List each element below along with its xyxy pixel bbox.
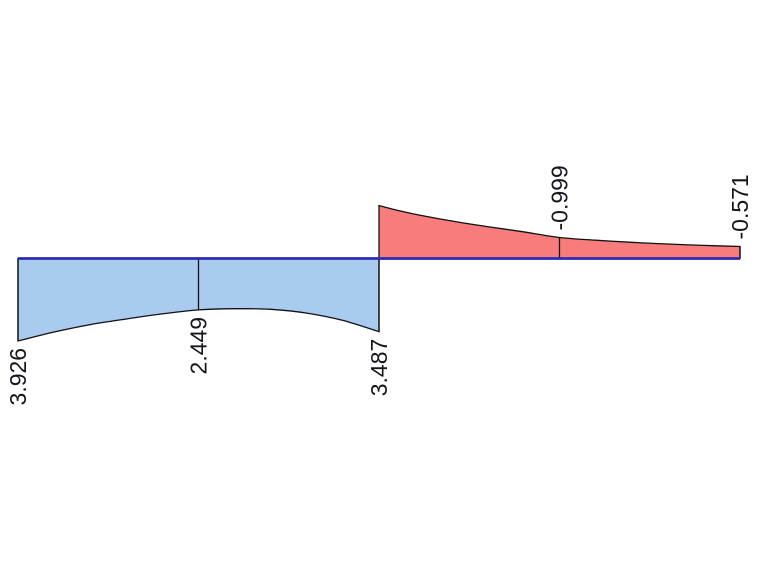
negative-area-region: [378, 204, 741, 260]
value-label: -0.571: [727, 174, 753, 239]
value-label: 2.449: [186, 317, 212, 375]
station-tick-group: [17, 237, 741, 341]
value-label-group: 3.926 2.449 3.487 -0.999 -0.571: [5, 165, 753, 405]
value-label: 3.926: [5, 348, 31, 406]
value-label: -0.999: [547, 165, 573, 230]
value-label: 3.487: [366, 339, 392, 397]
